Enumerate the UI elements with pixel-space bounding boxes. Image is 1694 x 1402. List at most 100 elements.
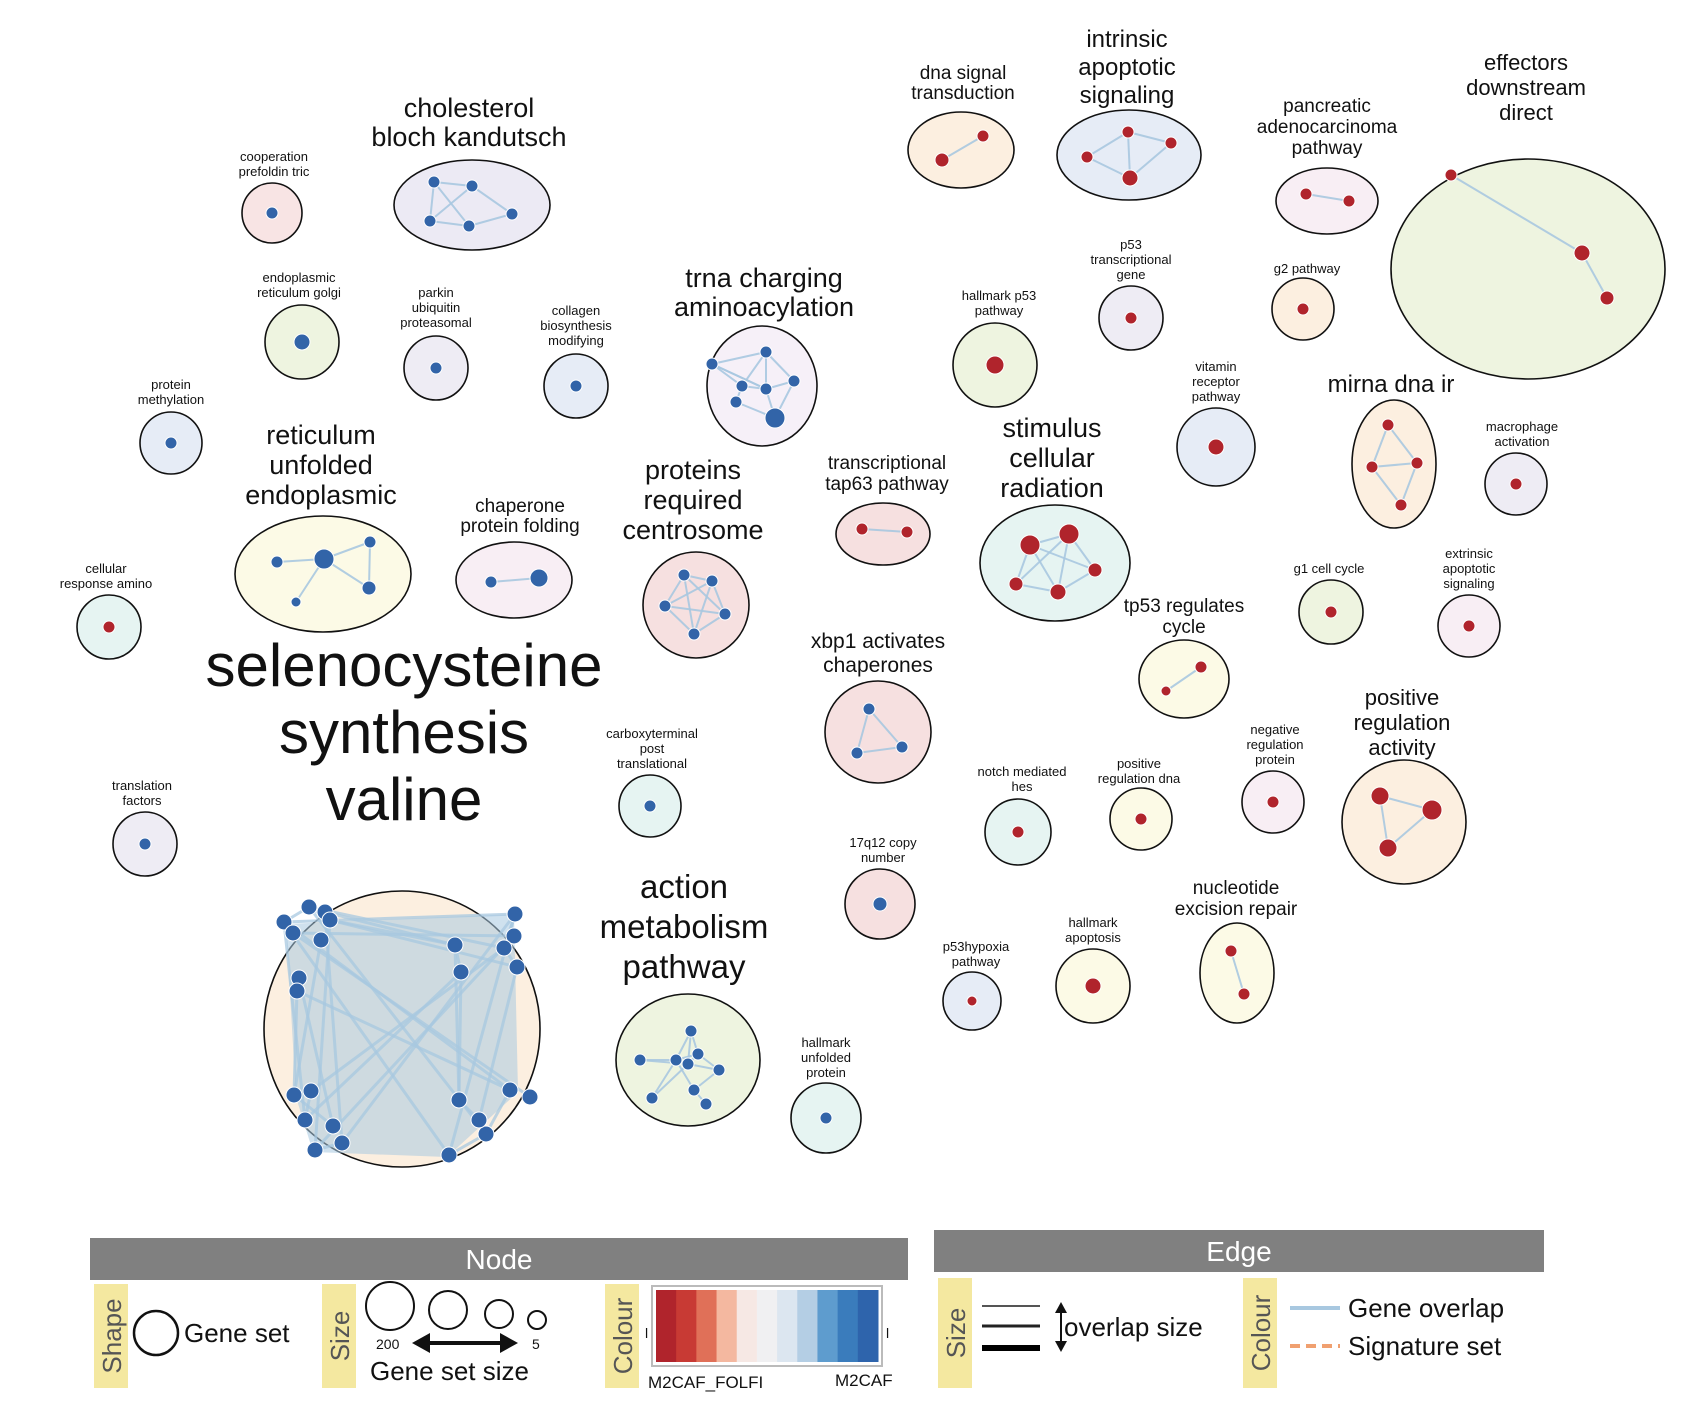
gene-set-node[interactable] (569, 379, 583, 393)
gene-set-node[interactable] (658, 599, 672, 613)
gene-set-node[interactable] (465, 179, 479, 193)
gene-set-node[interactable] (1394, 498, 1408, 512)
gene-set-node[interactable] (333, 1134, 351, 1152)
cluster-c31[interactable]: g1 cell cycle (1294, 561, 1365, 645)
gene-set-node[interactable] (645, 1091, 659, 1105)
gene-set-node[interactable] (787, 374, 801, 388)
gene-set-node[interactable] (687, 1083, 701, 1097)
gene-set-node[interactable] (1296, 302, 1310, 316)
gene-set-node[interactable] (138, 837, 152, 851)
gene-set-node[interactable] (699, 1097, 713, 1111)
gene-set-node[interactable] (1224, 944, 1238, 958)
gene-set-node[interactable] (934, 152, 950, 168)
gene-set-node[interactable] (302, 1082, 320, 1100)
gene-set-node[interactable] (423, 214, 437, 228)
gene-set-node[interactable] (705, 574, 719, 588)
gene-set-node[interactable] (1299, 187, 1313, 201)
gene-set-node[interactable] (759, 345, 773, 359)
gene-set-node[interactable] (1011, 825, 1025, 839)
gene-set-node[interactable] (1080, 150, 1094, 164)
gene-set-node[interactable] (452, 963, 470, 981)
gene-set-node[interactable] (440, 1146, 458, 1164)
gene-set-node[interactable] (505, 207, 519, 221)
gene-set-node[interactable] (363, 535, 377, 549)
gene-set-node[interactable] (1049, 583, 1067, 601)
gene-set-node[interactable] (288, 982, 306, 1000)
gene-set-node[interactable] (521, 1088, 539, 1106)
gene-set-node[interactable] (312, 931, 330, 949)
gene-set-node[interactable] (1381, 418, 1395, 432)
gene-set-node[interactable] (862, 702, 876, 716)
gene-set-node[interactable] (712, 1063, 726, 1077)
gene-set-node[interactable] (669, 1053, 683, 1067)
gene-set-node[interactable] (687, 627, 701, 641)
gene-set-node[interactable] (1509, 477, 1523, 491)
gene-set-node[interactable] (1342, 194, 1356, 208)
gene-set-node[interactable] (1121, 169, 1139, 187)
gene-set-node[interactable] (1378, 838, 1398, 858)
gene-set-node[interactable] (477, 1125, 495, 1143)
gene-set-node[interactable] (450, 1091, 468, 1109)
gene-set-node[interactable] (855, 522, 869, 536)
gene-set-node[interactable] (735, 379, 749, 393)
cluster-c28[interactable]: mirna dna ir (1328, 371, 1455, 529)
gene-set-node[interactable] (985, 355, 1005, 375)
gene-set-node[interactable] (1124, 311, 1138, 325)
gene-set-node[interactable] (1019, 534, 1041, 556)
gene-set-node[interactable] (300, 898, 318, 916)
gene-set-node[interactable] (361, 580, 377, 596)
gene-set-node[interactable] (505, 927, 523, 945)
gene-set-node[interactable] (1573, 244, 1591, 262)
gene-set-node[interactable] (446, 936, 464, 954)
gene-set-node[interactable] (285, 1086, 303, 1104)
gene-set-node[interactable] (462, 219, 476, 233)
gene-set-node[interactable] (313, 548, 335, 570)
gene-set-node[interactable] (1084, 977, 1102, 995)
gene-set-node[interactable] (1324, 605, 1338, 619)
gene-set-node[interactable] (429, 361, 443, 375)
gene-set-node[interactable] (293, 333, 311, 351)
gene-set-node[interactable] (677, 568, 691, 582)
gene-set-node[interactable] (324, 1117, 342, 1135)
gene-set-node[interactable] (164, 436, 178, 450)
gene-set-node[interactable] (265, 206, 279, 220)
gene-set-node[interactable] (427, 175, 441, 189)
gene-set-node[interactable] (691, 1047, 705, 1061)
gene-set-node[interactable] (1462, 619, 1476, 633)
gene-set-node[interactable] (1370, 786, 1390, 806)
gene-set-node[interactable] (850, 746, 864, 760)
gene-set-node[interactable] (718, 607, 732, 621)
gene-set-node[interactable] (900, 525, 914, 539)
gene-set-node[interactable] (1365, 460, 1379, 474)
gene-set-node[interactable] (1121, 125, 1135, 139)
gene-set-node[interactable] (102, 620, 116, 634)
gene-set-node[interactable] (1087, 562, 1103, 578)
gene-set-node[interactable] (705, 357, 719, 371)
gene-set-node[interactable] (1421, 799, 1443, 821)
gene-set-node[interactable] (729, 395, 743, 409)
gene-set-node[interactable] (290, 596, 302, 608)
gene-set-node[interactable] (643, 799, 657, 813)
